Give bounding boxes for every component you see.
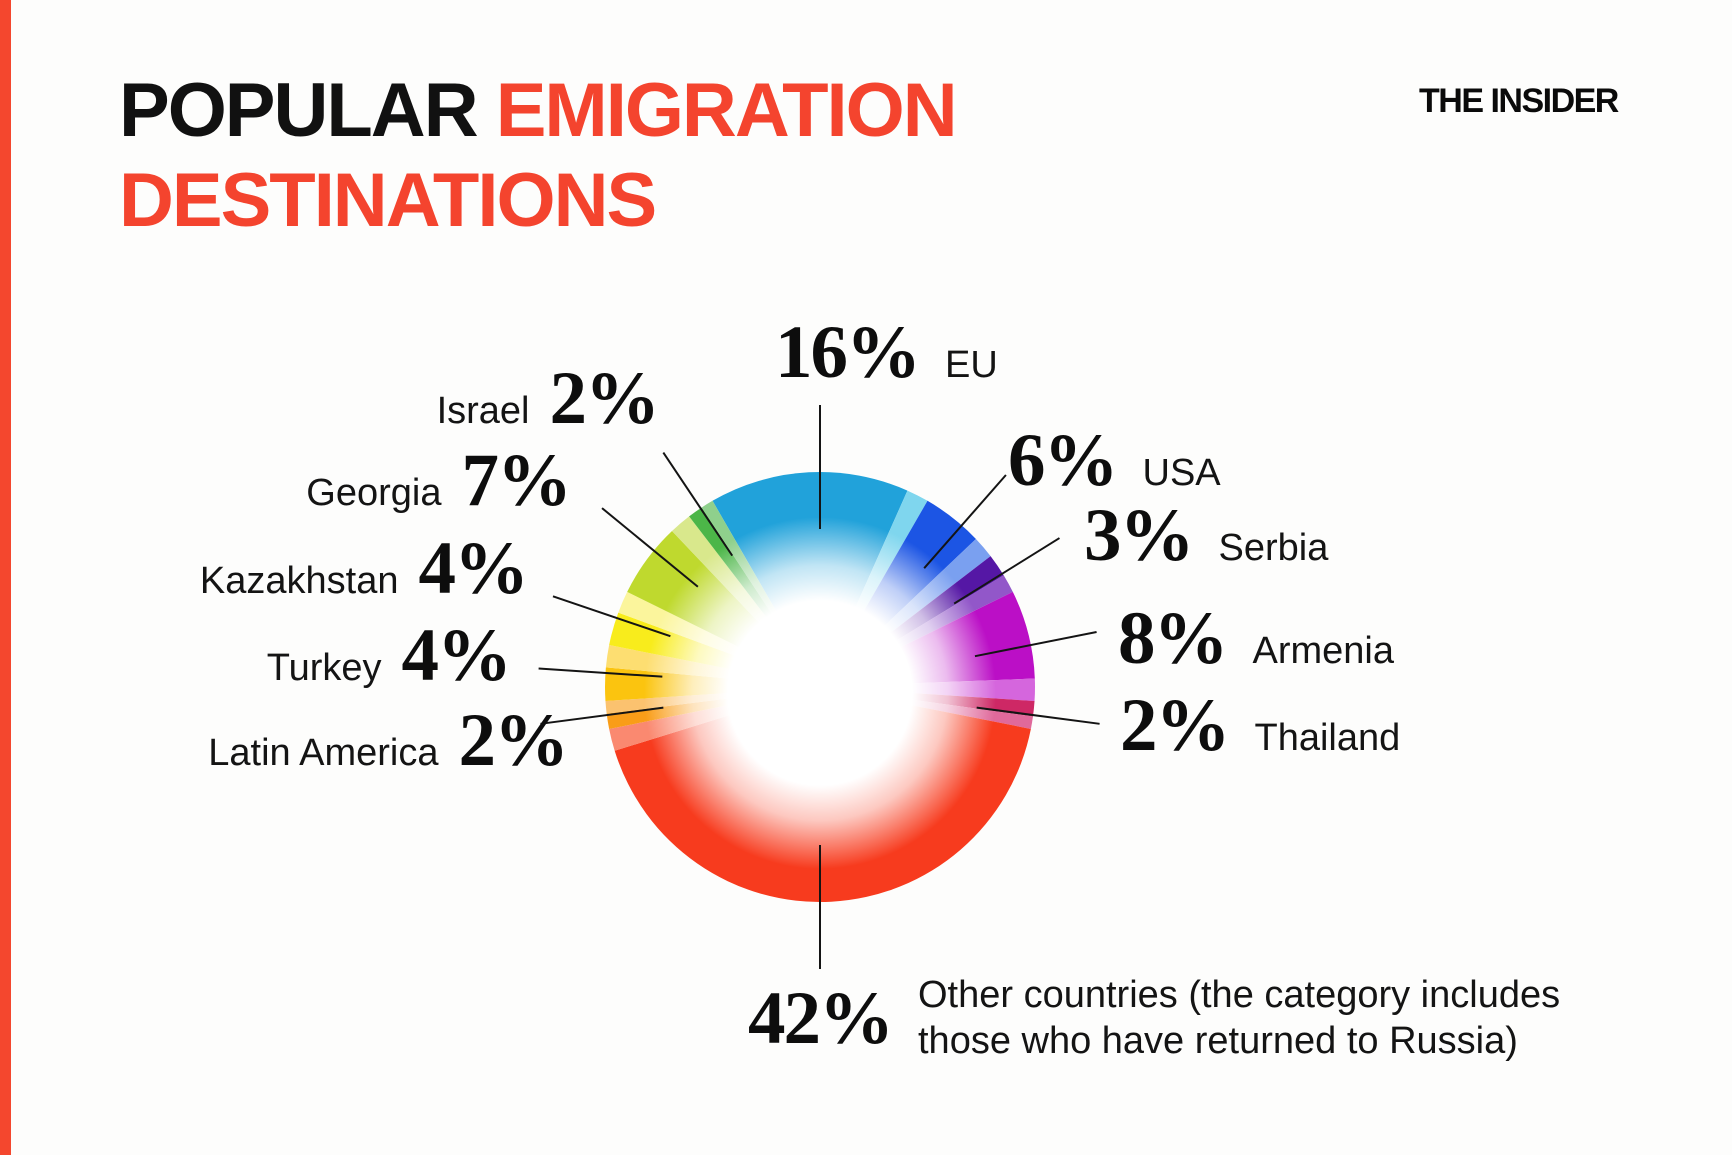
callout-georgia-name: Georgia [306,472,442,514]
callout-thailand: 2% Thailand [1120,688,1400,763]
callout-armenia-percent: 8% [1118,597,1228,680]
callout-armenia-name: Armenia [1252,630,1395,672]
callout-israel-name: Israel [436,390,530,432]
callout-thailand-name: Thailand [1254,717,1401,759]
callout-latin-america: Latin America 2% [208,703,569,778]
callout-turkey: Turkey 4% [266,614,512,697]
page-title-black: POPULAR [119,68,479,153]
callout-serbia-name: Serbia [1218,527,1329,569]
callout-turkey-name: Turkey [266,647,382,689]
callout-turkey-percent: 4% [401,614,512,697]
leader-line-georgia [601,507,699,588]
donut-center-glow [600,473,1040,913]
left-accent-bar [0,0,11,1155]
leader-line-usa [923,474,1007,569]
leader-line-kazakhstan [552,595,671,638]
callout-latin-america-name: Latin America [208,732,439,774]
page-title: POPULAR EMIGRATION DESTINATIONS [119,66,959,246]
leader-line-thailand [976,706,1100,725]
callout-thailand-percent: 2% [1120,684,1230,767]
page-title-red: EMIGRATION DESTINATIONS [119,68,958,243]
callout-eu-percent: 16% [775,311,921,394]
callout-serbia: 3% Serbia [1084,498,1328,573]
leader-line-turkey [538,667,663,678]
leader-line-armenia [974,631,1097,658]
title-space [477,68,496,153]
callout-eu: 16% EU [775,315,998,390]
brand-logo: THE INSIDER [1419,82,1619,120]
callout-usa-name: USA [1142,452,1221,494]
donut-chart [538,405,1100,969]
leader-line-serbia [953,537,1061,605]
callout-kazakhstan-name: Kazakhstan [199,560,399,602]
leader-line-latin [540,706,664,725]
callout-armenia: 8% Armenia [1118,601,1394,676]
callout-kazakhstan-percent: 4% [418,527,529,610]
callout-kazakhstan: Kazakhstan 4% [199,527,529,610]
leader-line-israel [662,451,734,557]
callout-eu-name: EU [945,344,998,386]
